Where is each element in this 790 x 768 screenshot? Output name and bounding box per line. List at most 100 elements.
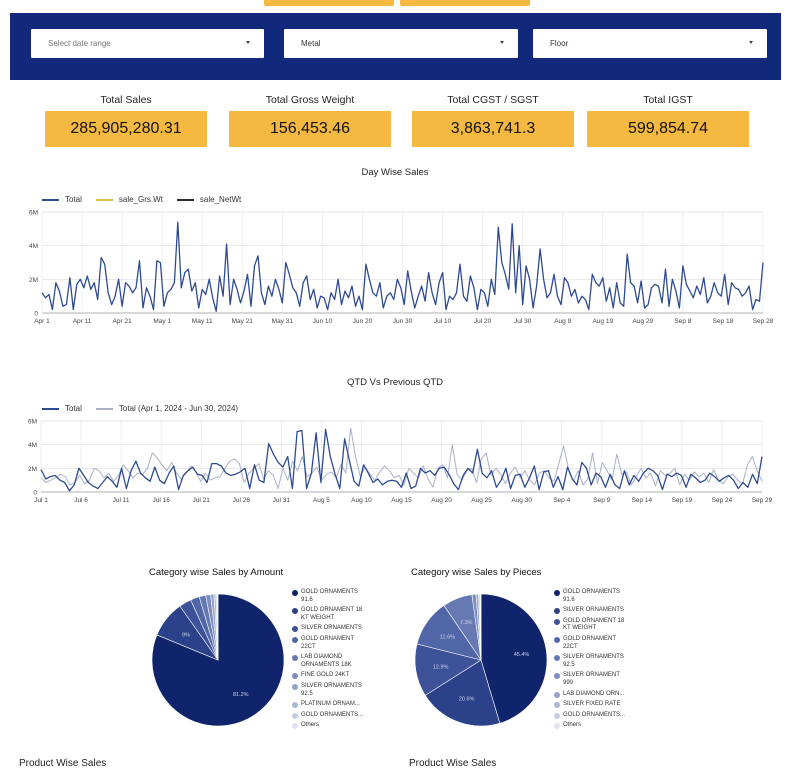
legend-swatch — [42, 198, 59, 201]
pie-legend-label: SILVER ORNAMENTS — [301, 625, 362, 632]
chevron-down-icon — [500, 41, 504, 44]
pie-legend-item[interactable]: Others — [554, 722, 627, 730]
pie-legend-label: GOLD ORNAMENT 22CT — [301, 635, 354, 650]
legend-label: Total — [65, 195, 82, 204]
x-tick-label: Jul 10 — [434, 318, 452, 325]
legend-label: sale_NetWt — [199, 195, 242, 204]
x-tick-label: Jul 20 — [474, 318, 492, 325]
pie-slice-label: 20.6% — [459, 696, 475, 702]
pie-legend-item[interactable]: LAB DIAMOND ORNAMENTS 18K — [292, 654, 365, 669]
x-tick-label: Aug 29 — [633, 318, 654, 325]
kpi-total-gross-weight: Total Gross Weight 156,453.46 — [229, 94, 391, 147]
pie-legend-label: SILVER ORNAMENT 999 — [563, 672, 620, 686]
kpi-label: Total CGST / SGST — [447, 94, 539, 106]
pie-slice-label: 7.3% — [460, 620, 473, 626]
day-wise-legend[interactable]: Total sale_Grs.Wt sale_NetWt — [42, 195, 241, 204]
date-range-filter[interactable]: Select date range — [31, 29, 264, 58]
legend-dot — [554, 702, 560, 709]
legend-item-total[interactable]: Total — [42, 195, 82, 204]
floor-filter-value: Floor — [550, 39, 569, 48]
top-tab-right[interactable] — [400, 0, 530, 6]
floor-filter[interactable]: Floor — [533, 29, 767, 58]
legend-item-net-wt[interactable]: sale_NetWt — [176, 195, 242, 204]
top-tab-left[interactable] — [264, 0, 394, 6]
y-tick-label: 4M — [28, 442, 37, 449]
series-line[interactable] — [40, 428, 763, 492]
pie-legend-item[interactable]: GOLD ORNAMENT 22CT — [292, 636, 365, 651]
x-tick-label: Aug 15 — [391, 497, 412, 504]
pie-amount-title: Category wise Sales by Amount — [149, 567, 284, 578]
pie-legend-item[interactable]: GOLD ORNAMENTS... — [292, 712, 365, 720]
pie-legend-item[interactable]: GOLD ORNAMENTS... — [554, 712, 627, 720]
legend-dot — [292, 590, 298, 596]
pie-legend-item[interactable]: FINE GOLD 24KT — [292, 672, 365, 680]
legend-dot — [292, 712, 298, 719]
y-tick-label: 2M — [28, 466, 37, 473]
pie-legend-label: SILVER FIXED RATE — [563, 701, 621, 708]
x-tick-label: Aug 25 — [471, 497, 492, 504]
metal-filter[interactable]: Metal — [284, 29, 518, 58]
pie-legend-item[interactable]: SILVER ORNAMENTS 92.5 — [292, 683, 365, 698]
pie-slice-label: 11.6% — [440, 635, 455, 641]
kpi-value: 285,905,280.31 — [45, 111, 207, 147]
pie-legend-label: GOLD ORNAMENTS 91.6 — [301, 589, 359, 603]
pie-legend-item[interactable]: GOLD ORNAMENTS 91.6 — [292, 589, 365, 604]
x-tick-label: Sep 4 — [553, 497, 570, 504]
pie-amount-legend[interactable]: GOLD ORNAMENTS 91.6 GOLD ORNAMENT 18 KT W… — [292, 589, 365, 733]
date-range-placeholder: Select date range — [48, 39, 111, 48]
pie-legend-item[interactable]: SILVER FIXED RATE — [554, 701, 627, 709]
pie-legend-item[interactable]: GOLD ORNAMENT 18 KT WEIGHT — [292, 607, 365, 622]
filter-bar: Select date range Metal Floor — [10, 13, 781, 80]
pie-legend-item[interactable]: GOLD ORNAMENT 22CT — [554, 636, 627, 651]
pie-legend-item[interactable]: GOLD ORNAMENT 18 KT WEIGHT — [554, 618, 627, 633]
x-tick-label: Sep 8 — [674, 318, 691, 325]
pie-legend-label: SILVER ORNAMENTS 92.5 — [301, 682, 362, 697]
x-tick-label: Apr 21 — [113, 318, 133, 325]
pie-legend-item[interactable]: LAB DIAMOND ORN... — [554, 691, 627, 699]
pie-pieces-chart[interactable]: 45.4% 20.6% 12.9% 11.6% 7.3% — [413, 592, 549, 728]
legend-label: sale_Grs.Wt — [118, 195, 163, 204]
pie-legend-item[interactable]: SILVER ORNAMENTS — [554, 607, 627, 615]
kpi-value: 599,854.74 — [587, 111, 749, 147]
x-tick-label: May 11 — [192, 318, 213, 325]
x-tick-label: Jul 1 — [34, 497, 48, 504]
pie-amount-chart[interactable]: 81.2% 9% — [150, 592, 286, 728]
x-tick-label: Sep 9 — [593, 497, 610, 504]
pie-legend-item[interactable]: PLATINUM ORNAM... — [292, 701, 365, 709]
x-tick-label: Jul 6 — [74, 497, 88, 504]
legend-dot — [554, 655, 560, 662]
x-tick-label: Aug 19 — [592, 318, 613, 325]
pie-slice[interactable] — [424, 659, 501, 727]
pie-legend-label: PLATINUM ORNAM... — [301, 701, 360, 708]
legend-dot — [554, 636, 560, 643]
kpi-label: Total IGST — [643, 94, 693, 106]
legend-swatch — [42, 407, 59, 410]
legend-swatch — [95, 198, 113, 201]
pie-legend-label: GOLD ORNAMENTS 91.6 — [563, 589, 621, 603]
pie-legend-item[interactable]: SILVER ORNAMENT 999 — [554, 672, 627, 687]
legend-item-previous[interactable]: Total (Apr 1, 2024 - Jun 30, 2024) — [95, 404, 238, 413]
series-line[interactable] — [41, 221, 764, 312]
x-tick-label: Jun 30 — [393, 318, 413, 325]
legend-dot — [292, 673, 298, 680]
top-tabs — [0, 0, 790, 10]
x-tick-label: May 1 — [153, 318, 171, 325]
y-tick-label: 4M — [29, 243, 38, 250]
pie-slice[interactable] — [480, 593, 548, 724]
pie-legend-label: LAB DIAMOND ORN... — [563, 690, 625, 697]
pie-pieces-legend[interactable]: GOLD ORNAMENTS 91.6 SILVER ORNAMENTS GOLD … — [554, 589, 627, 733]
qtd-legend[interactable]: Total Total (Apr 1, 2024 - Jun 30, 2024) — [42, 404, 238, 413]
legend-item-grs-wt[interactable]: sale_Grs.Wt — [95, 195, 163, 204]
legend-dot — [292, 702, 298, 709]
qtd-chart-title: QTD Vs Previous QTD — [346, 377, 444, 388]
pie-legend-item[interactable]: SILVER ORNAMENTS — [292, 625, 365, 633]
legend-item-total[interactable]: Total — [42, 404, 82, 413]
pie-legend-item[interactable]: SILVER ORNAMENTS 92.5 — [554, 654, 627, 669]
pie-legend-item[interactable]: GOLD ORNAMENTS 91.6 — [554, 589, 627, 604]
pie-slice[interactable] — [216, 593, 219, 661]
pie-legend-item[interactable]: Others — [292, 722, 365, 730]
pie-legend-label: SILVER ORNAMENTS 92.5 — [563, 654, 624, 668]
series-line[interactable] — [40, 427, 763, 489]
